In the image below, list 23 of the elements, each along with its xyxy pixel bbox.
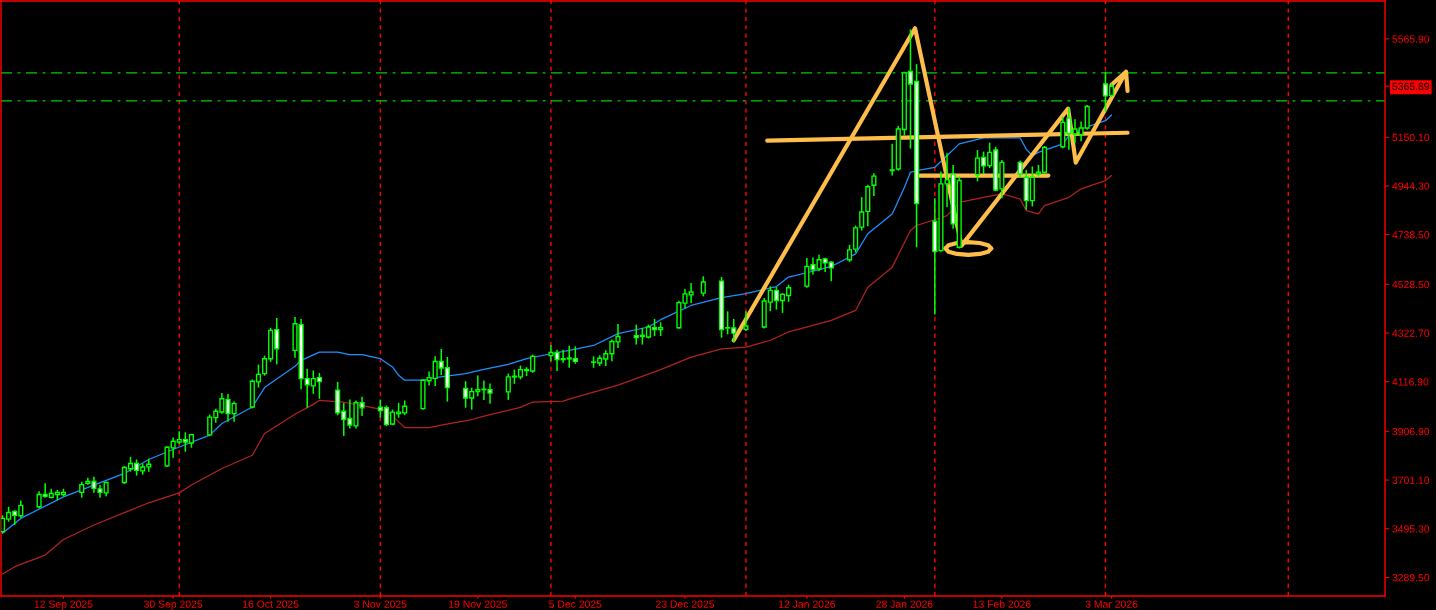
y-tick-label: 5565.90 — [1392, 35, 1430, 43]
y-tick-label: 3495.30 — [1392, 525, 1430, 533]
x-tick-label: 12 Sep 2025 — [34, 600, 93, 610]
x-tick-label: 12 Jan 2026 — [779, 600, 836, 608]
x-tick-label: 30 Sep 2025 — [144, 600, 203, 610]
y-tick-label: 4738.50 — [1392, 231, 1430, 239]
y-tick-label: 5150.10 — [1392, 133, 1430, 142]
x-tick-label: 19 Nov 2025 — [449, 600, 507, 608]
x-tick-label: 5 Dec 2025 — [549, 600, 602, 608]
x-tick-label: 28 Jan 2026 — [876, 600, 933, 608]
x-tick-label: 3 Mar 2026 — [1085, 600, 1138, 608]
y-tick-label: 3289.50 — [1392, 573, 1430, 582]
x-tick-label: 3 Nov 2025 — [354, 600, 407, 608]
x-tick-label: 16 Oct 2025 — [243, 600, 299, 608]
y-tick-label: 4116.90 — [1392, 378, 1429, 386]
x-tick-label: 13 Feb 2026 — [973, 600, 1031, 608]
y-tick-label: 4528.50 — [1392, 280, 1430, 289]
y-tick-label: 4944.30 — [1392, 182, 1430, 190]
y-tick-label: 4322.70 — [1392, 329, 1430, 337]
x-tick-label: 23 Dec 2025 — [655, 600, 715, 608]
y-tick-label: 3701.10 — [1392, 476, 1430, 484]
y-tick-label: 5365.89 — [1392, 82, 1430, 91]
y-tick-label: 3906.90 — [1392, 427, 1430, 436]
